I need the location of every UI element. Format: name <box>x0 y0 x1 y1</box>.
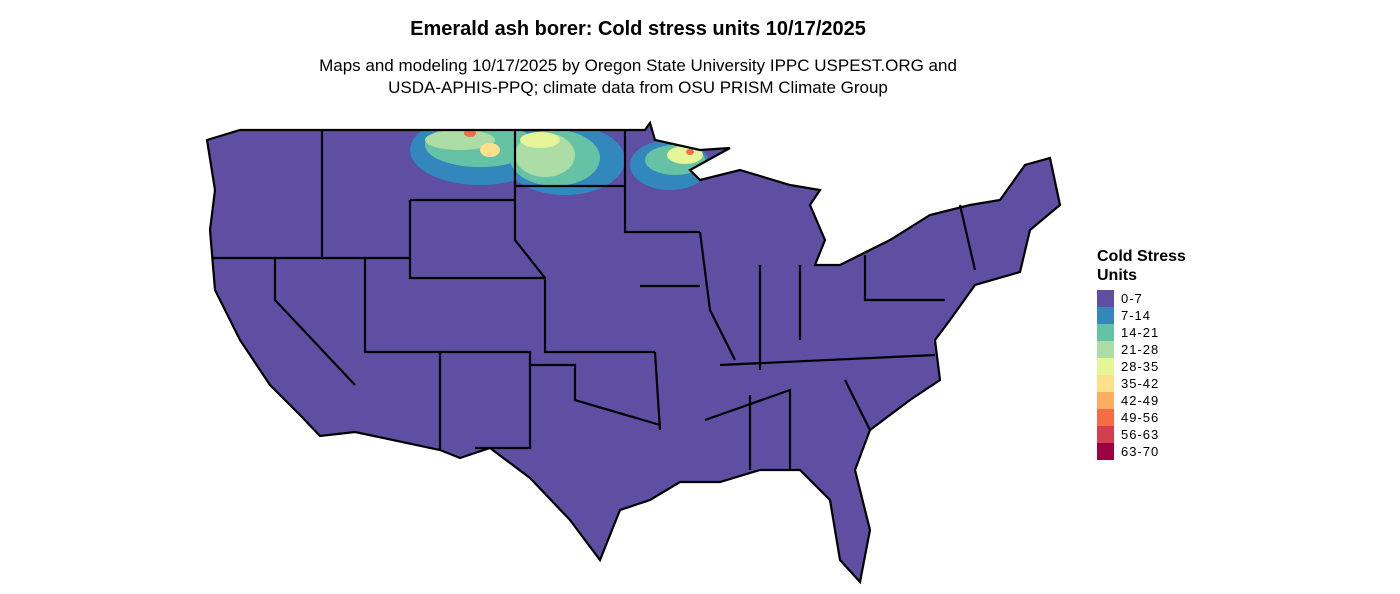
legend-label: 28-35 <box>1121 359 1160 374</box>
legend-title: Cold Stress Units <box>1097 247 1217 285</box>
state-boundaries <box>205 121 1062 584</box>
map-title: Emerald ash borer: Cold stress units 10/… <box>410 18 866 40</box>
legend-label: 49-56 <box>1121 410 1160 425</box>
legend-label: 21-28 <box>1121 342 1160 357</box>
legend-item: 42-49 <box>1097 392 1217 409</box>
legend: Cold Stress Units 0-7 7-14 14-21 21-28 28-35… <box>1097 247 1217 460</box>
legend-item: 0-7 <box>1097 290 1217 307</box>
legend-swatch <box>1097 409 1114 426</box>
subtitle-line-1: Maps and modeling 10/17/2025 by Oregon S… <box>319 56 957 75</box>
legend-label: 35-42 <box>1121 376 1160 391</box>
legend-swatch <box>1097 290 1114 307</box>
legend-title-line-1: Cold Stress <box>1097 248 1186 265</box>
legend-label: 7-14 <box>1121 308 1152 323</box>
legend-swatch <box>1097 426 1114 443</box>
subtitle-line-2: USDA-APHIS-PPQ; climate data from OSU PR… <box>388 78 888 97</box>
legend-swatch <box>1097 443 1114 460</box>
legend-item: 35-42 <box>1097 375 1217 392</box>
legend-item: 56-63 <box>1097 426 1217 443</box>
cold-stress-raster <box>207 123 1060 582</box>
legend-swatch <box>1097 375 1114 392</box>
legend-item: 7-14 <box>1097 307 1217 324</box>
legend-label: 0-7 <box>1121 291 1143 306</box>
legend-swatch <box>1097 307 1114 324</box>
legend-title-line-2: Units <box>1097 267 1137 284</box>
legend-label: 14-21 <box>1121 325 1160 340</box>
legend-item: 63-70 <box>1097 443 1217 460</box>
legend-label: 63-70 <box>1121 444 1160 459</box>
legend-item: 49-56 <box>1097 409 1217 426</box>
legend-label: 42-49 <box>1121 393 1160 408</box>
legend-item: 21-28 <box>1097 341 1217 358</box>
map-subtitle: Maps and modeling 10/17/2025 by Oregon S… <box>0 55 1276 99</box>
legend-swatch <box>1097 392 1114 409</box>
legend-item: 28-35 <box>1097 358 1217 375</box>
legend-swatch <box>1097 324 1114 341</box>
legend-item: 14-21 <box>1097 324 1217 341</box>
legend-swatch <box>1097 341 1114 358</box>
legend-label: 56-63 <box>1121 427 1160 442</box>
legend-swatch <box>1097 358 1114 375</box>
